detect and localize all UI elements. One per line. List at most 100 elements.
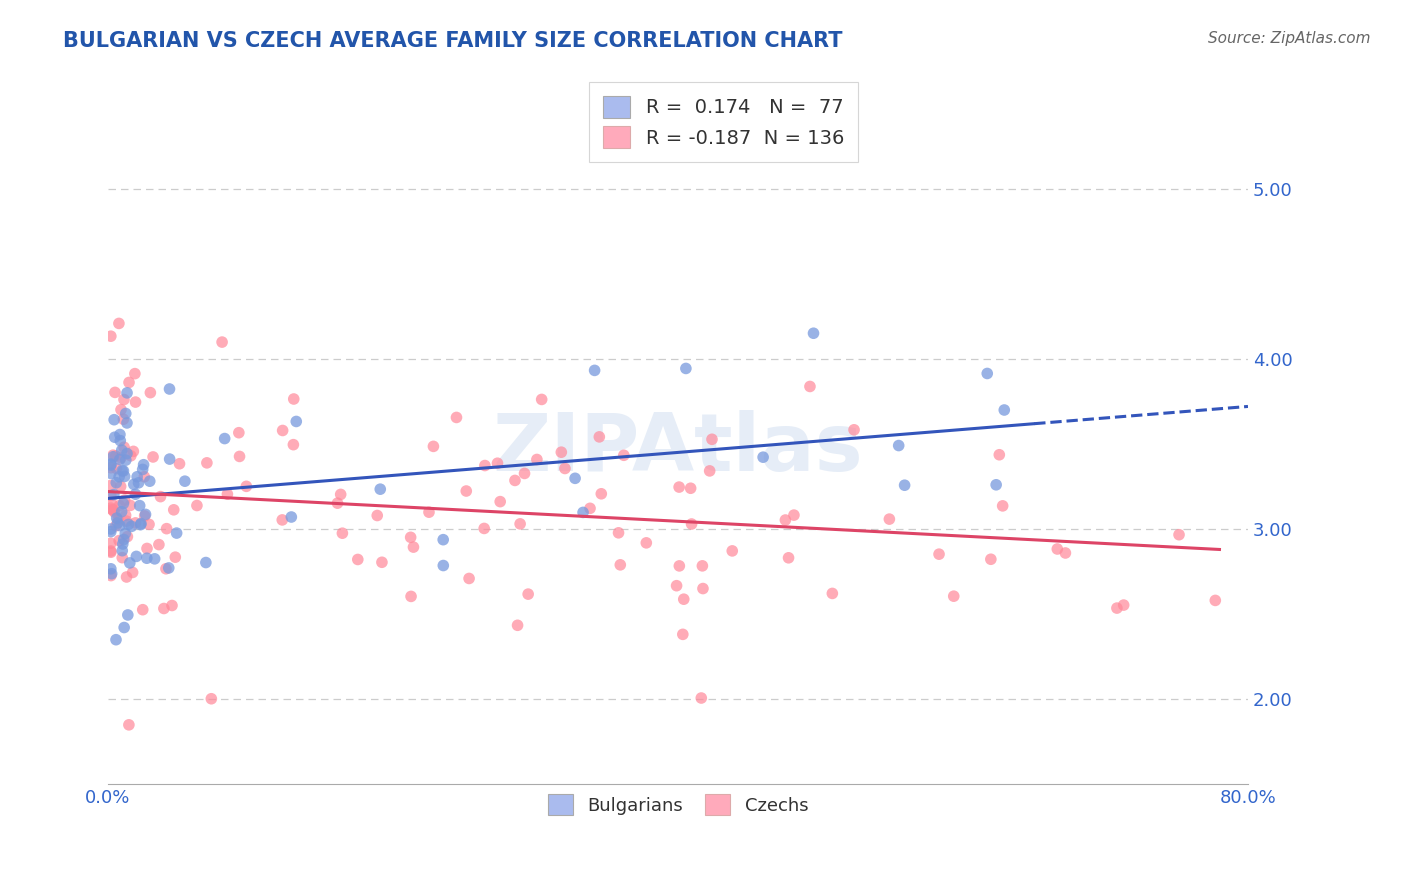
Point <box>422 439 444 453</box>
Point <box>752 450 775 465</box>
Point <box>607 525 630 540</box>
Point <box>100 562 122 576</box>
Point <box>142 450 165 464</box>
Point <box>101 450 124 464</box>
Point <box>579 501 602 516</box>
Point <box>665 579 688 593</box>
Point <box>446 410 468 425</box>
Point <box>121 519 143 533</box>
Point <box>681 516 703 531</box>
Point <box>104 518 127 533</box>
Point <box>110 479 132 493</box>
Point <box>186 499 208 513</box>
Point <box>165 550 187 565</box>
Point <box>503 474 526 488</box>
Point <box>112 496 135 510</box>
Point <box>692 558 714 573</box>
Point <box>564 471 586 485</box>
Point <box>200 691 222 706</box>
Point <box>399 530 422 544</box>
Point <box>783 508 806 522</box>
Point <box>115 570 138 584</box>
Point <box>893 478 915 492</box>
Point <box>163 503 186 517</box>
Point <box>675 361 697 376</box>
Point <box>115 446 138 460</box>
Point <box>103 503 125 517</box>
Point <box>124 487 146 501</box>
Text: ZIPAtlas: ZIPAtlas <box>492 410 863 488</box>
Point <box>103 413 125 427</box>
Point <box>591 487 613 501</box>
Point <box>169 457 191 471</box>
Point <box>120 499 142 513</box>
Point <box>115 385 138 400</box>
Point <box>149 490 172 504</box>
Point <box>114 526 136 541</box>
Point <box>104 449 127 463</box>
Point <box>153 601 176 615</box>
Point <box>117 530 139 544</box>
Point <box>326 496 349 510</box>
Point <box>799 379 821 393</box>
Point <box>100 566 122 581</box>
Point <box>108 469 131 483</box>
Point <box>134 508 156 523</box>
Point <box>127 470 149 484</box>
Point <box>108 427 131 442</box>
Point <box>135 551 157 566</box>
Point <box>554 461 576 475</box>
Text: BULGARIAN VS CZECH AVERAGE FAMILY SIZE CORRELATION CHART: BULGARIAN VS CZECH AVERAGE FAMILY SIZE C… <box>63 31 842 51</box>
Point <box>139 385 162 400</box>
Point <box>775 513 797 527</box>
Point <box>613 448 636 462</box>
Point <box>984 477 1007 491</box>
Point <box>122 444 145 458</box>
Point <box>583 363 606 377</box>
Point <box>399 590 422 604</box>
Point <box>104 430 127 444</box>
Point <box>117 607 139 622</box>
Point <box>368 482 391 496</box>
Point <box>988 448 1011 462</box>
Point <box>114 407 136 421</box>
Point <box>110 434 132 448</box>
Point <box>115 416 138 430</box>
Point <box>211 335 233 350</box>
Point <box>105 461 128 475</box>
Point <box>228 450 250 464</box>
Point <box>928 547 950 561</box>
Point <box>174 474 197 488</box>
Point <box>118 556 141 570</box>
Point <box>474 458 496 473</box>
Point <box>138 517 160 532</box>
Point <box>112 412 135 426</box>
Point <box>100 478 122 492</box>
Point <box>112 620 135 634</box>
Point <box>111 543 134 558</box>
Point <box>456 483 478 498</box>
Point <box>402 540 425 554</box>
Point <box>329 487 352 501</box>
Point <box>117 517 139 532</box>
Point <box>699 464 721 478</box>
Point <box>821 586 844 600</box>
Point <box>366 508 388 523</box>
Point <box>235 479 257 493</box>
Point <box>111 464 134 478</box>
Point <box>842 423 865 437</box>
Point <box>517 587 540 601</box>
Point <box>1168 527 1191 541</box>
Point <box>1112 598 1135 612</box>
Point <box>100 458 122 472</box>
Point <box>143 552 166 566</box>
Point <box>228 425 250 440</box>
Legend: Bulgarians, Czechs: Bulgarians, Czechs <box>538 785 817 824</box>
Point <box>101 448 124 462</box>
Point <box>100 329 122 343</box>
Point <box>100 501 122 516</box>
Point <box>107 516 129 530</box>
Point <box>110 402 132 417</box>
Point <box>107 513 129 527</box>
Point <box>100 460 122 475</box>
